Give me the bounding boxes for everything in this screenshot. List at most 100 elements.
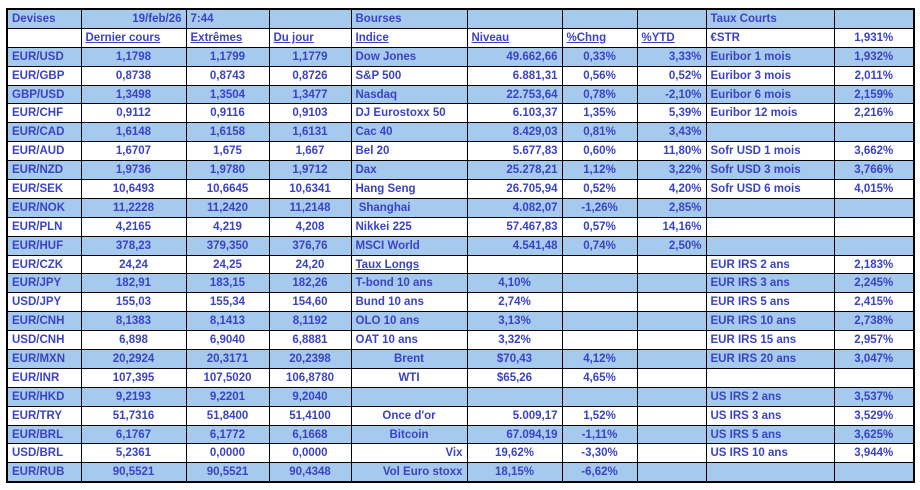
table-row: EUR/JPY 182,91 183,15 182,26 T-bond 10 ans 4,… <box>6 273 915 294</box>
rate-value-cell: 3,625% <box>833 424 915 445</box>
currency-pair-cell: EUR/JPY <box>6 273 82 294</box>
currency-extremes-cell: 155,34 <box>185 292 270 313</box>
currency-dujour-cell: 24,20 <box>268 254 352 275</box>
rate-value-cell: 2,957% <box>833 330 915 351</box>
rate-value-cell: 3,662% <box>833 141 915 162</box>
index-ytd-cell <box>636 330 707 351</box>
currency-dujour-cell: 1,6131 <box>268 122 352 143</box>
devises-section-title: Devises <box>6 8 82 29</box>
currency-last-cell: 1,6707 <box>80 141 187 162</box>
index-name-cell: T-bond 10 ans <box>350 273 468 294</box>
col-header-chng: %Chng <box>561 27 638 48</box>
rate-value-cell: 2,159% <box>833 84 915 105</box>
index-name-cell: Once d'or <box>350 405 468 426</box>
rate-name-cell <box>705 122 835 143</box>
currency-extremes-cell: 107,5020 <box>185 367 270 388</box>
currency-last-cell: 11,2228 <box>80 197 187 218</box>
index-ytd-cell <box>636 443 707 464</box>
index-level-cell: 4.082,07 <box>466 197 563 218</box>
rate-name-cell <box>705 216 835 237</box>
currency-extremes-cell: 9,2201 <box>185 386 270 407</box>
index-ytd-cell <box>636 367 707 388</box>
rate-name-cell: EUR IRS 15 ans <box>705 330 835 351</box>
currency-extremes-cell: 20,3171 <box>185 349 270 369</box>
index-name-cell <box>350 386 468 407</box>
index-ytd-cell: 5,39% <box>636 103 707 124</box>
currency-last-cell: 20,2924 <box>80 349 187 369</box>
table-row: EUR/TRY 51,7316 51,8400 51,4100 Once d'or 5.0… <box>6 405 915 426</box>
currency-pair-cell: EUR/NOK <box>6 197 82 218</box>
index-chng-cell <box>561 386 638 407</box>
index-name-cell: Nikkei 225 <box>350 216 468 237</box>
index-name-cell: Vix <box>350 443 468 464</box>
currency-last-cell: 10,6493 <box>80 179 187 199</box>
currency-extremes-cell: 0,0000 <box>185 443 270 464</box>
currency-last-cell: 182,91 <box>80 273 187 294</box>
market-rates-table: Devises 19/feb/26 7:44 Bourses Taux Cour… <box>6 8 915 484</box>
index-level-cell: 67.094,19 <box>466 424 563 445</box>
index-chng-cell: 4,12% <box>561 349 638 369</box>
index-level-cell: 22.753,64 <box>466 84 563 105</box>
table-row: EUR/PLN 4,2165 4,219 4,208 Nikkei 225 57.467,… <box>6 216 915 237</box>
index-level-cell: 26.705,94 <box>466 179 563 199</box>
col-header-indice: Indice <box>350 27 468 48</box>
currency-dujour-cell: 0,8726 <box>268 65 352 86</box>
index-name-cell: Shanghai <box>350 197 468 218</box>
currency-pair-cell: USD/JPY <box>6 292 82 313</box>
currency-dujour-cell: 4,208 <box>268 216 352 237</box>
currency-dujour-cell: 106,8780 <box>268 367 352 388</box>
rate-value-cell: 3,047% <box>833 349 915 369</box>
rate-value-cell: 2,415% <box>833 292 915 313</box>
rate-value-cell: 3,529% <box>833 405 915 426</box>
currency-last-cell: 8,1383 <box>80 311 187 332</box>
currency-pair-cell: EUR/CZK <box>6 254 82 275</box>
index-ytd-cell <box>636 462 707 483</box>
rate-name-cell: EUR IRS 2 ans <box>705 254 835 275</box>
currency-pair-cell: EUR/CAD <box>6 122 82 143</box>
currency-pair-cell: EUR/PLN <box>6 216 82 237</box>
index-ytd-cell <box>636 349 707 369</box>
index-chng-cell: -6,62% <box>561 462 638 483</box>
index-ytd-cell <box>636 405 707 426</box>
rate-value-cell: 1,931% <box>833 27 915 48</box>
index-level-cell: 5.677,83 <box>466 141 563 162</box>
currency-extremes-cell: 1,6158 <box>185 122 270 143</box>
index-chng-cell: 0,57% <box>561 216 638 237</box>
index-chng-cell: 1,12% <box>561 160 638 181</box>
index-chng-cell: -1,26% <box>561 197 638 218</box>
index-chng-cell: -3,30% <box>561 443 638 464</box>
rate-value-cell: 2,738% <box>833 311 915 332</box>
index-name-cell: Bitcoin <box>350 424 468 445</box>
index-name-cell: Cac 40 <box>350 122 468 143</box>
index-name-cell: WTI <box>350 367 468 388</box>
empty-cell <box>636 8 707 29</box>
index-level-cell: 25.278,21 <box>466 160 563 181</box>
index-chng-cell <box>561 330 638 351</box>
index-ytd-cell: 4,20% <box>636 179 707 199</box>
currency-dujour-cell: 1,9712 <box>268 160 352 181</box>
currency-dujour-cell: 1,667 <box>268 141 352 162</box>
rate-value-cell: 2,245% <box>833 273 915 294</box>
index-name-cell: Dow Jones <box>350 46 468 67</box>
index-name-cell: OAT 10 ans <box>350 330 468 351</box>
rate-value-cell <box>833 462 915 483</box>
currency-dujour-cell: 1,1779 <box>268 46 352 67</box>
rate-name-cell <box>705 197 835 218</box>
currency-pair-cell: EUR/INR <box>6 367 82 388</box>
index-level-cell: 6.881,31 <box>466 65 563 86</box>
currency-last-cell: 1,9736 <box>80 160 187 181</box>
currency-pair-cell: EUR/HKD <box>6 386 82 407</box>
index-level-cell: 5.009,17 <box>466 405 563 426</box>
rate-name-cell: Euribor 3 mois <box>705 65 835 86</box>
table-row: EUR/CZK 24,24 24,25 24,20 Taux Longs EUR IRS … <box>6 254 915 275</box>
table-row: EUR/MXN 20,2924 20,3171 20,2398 Brent $70,43 4… <box>6 349 915 369</box>
index-ytd-cell: 3,33% <box>636 46 707 67</box>
rate-name-cell <box>705 367 835 388</box>
rate-name-cell: Sofr USD 6 mois <box>705 179 835 199</box>
time-cell: 7:44 <box>185 8 270 29</box>
currency-dujour-cell: 0,9103 <box>268 103 352 124</box>
index-chng-cell <box>561 273 638 294</box>
currency-last-cell: 1,6148 <box>80 122 187 143</box>
index-level-cell: 19,62% <box>466 443 563 464</box>
index-chng-cell: 1,52% <box>561 405 638 426</box>
